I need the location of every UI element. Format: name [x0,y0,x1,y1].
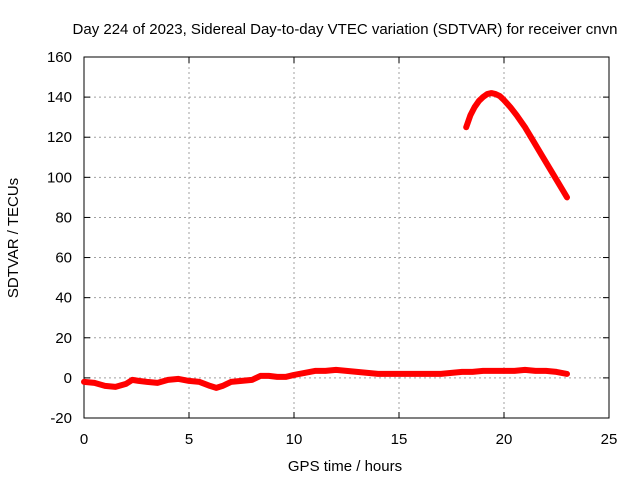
axis-ticks [83,56,610,419]
series-line-2 [463,90,570,201]
y-tick-label: 100 [47,169,72,186]
y-tick-label: 120 [47,129,72,146]
y-tick-label: 80 [55,209,72,226]
plot-frame [83,56,610,419]
y-tick-label: 0 [64,370,72,387]
x-tick-label: 0 [80,431,88,448]
y-tick-label: 20 [55,330,72,347]
series-line-1 [81,366,570,391]
y-tick-label: 160 [47,49,72,66]
y-axis-label: SDTVAR / TECUs [5,178,22,298]
x-tick-label: 5 [185,431,193,448]
series-group [81,90,570,391]
x-axis-label: GPS time / hours [288,458,402,475]
chart-title: Day 224 of 2023, Sidereal Day-to-day VTE… [73,21,618,38]
tick-labels: 0 5 10 15 20 25 -20 0 20 40 60 80 100 120 140 160 [47,49,617,448]
y-tick-label: 140 [47,89,72,106]
grid [84,57,609,418]
x-tick-label: 10 [286,431,303,448]
x-tick-label: 15 [391,431,408,448]
y-tick-label: 40 [55,290,72,307]
y-tick-label: -20 [50,410,72,427]
y-tick-label: 60 [55,250,72,267]
x-tick-label: 25 [601,431,618,448]
x-tick-label: 20 [496,431,513,448]
